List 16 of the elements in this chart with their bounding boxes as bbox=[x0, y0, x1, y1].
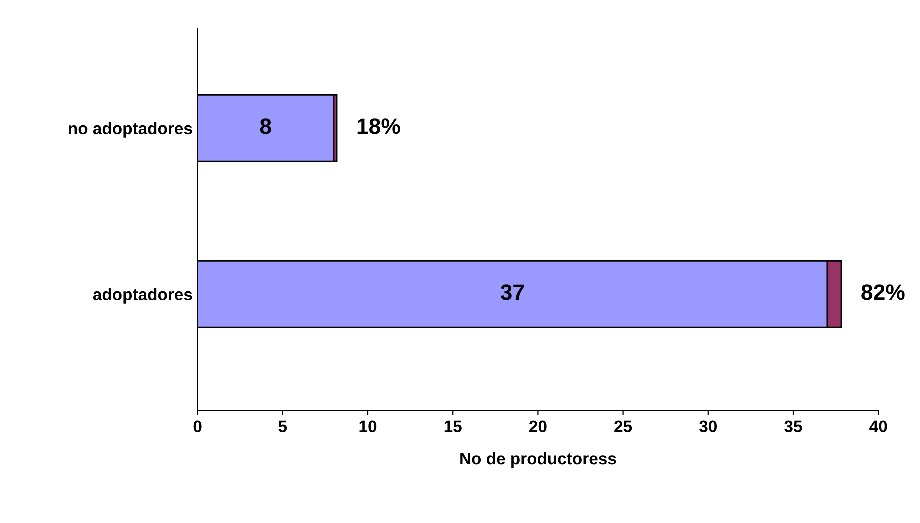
x-tick-label: 30 bbox=[700, 420, 717, 433]
data-label: 18% bbox=[358, 118, 400, 134]
data-label: 37 bbox=[500, 284, 524, 300]
x-tick-label: 15 bbox=[444, 420, 462, 433]
x-axis-title: No de productoress bbox=[460, 452, 616, 468]
x-tick-label: 5 bbox=[278, 420, 288, 433]
y-tick-label: adoptadores bbox=[93, 288, 192, 304]
x-tick-label: 35 bbox=[784, 420, 802, 433]
data-label: 82% bbox=[862, 284, 905, 300]
data-label: 8 bbox=[260, 118, 272, 134]
y-tick-label: no adoptadores bbox=[69, 122, 192, 138]
x-tick-label: 0 bbox=[194, 420, 202, 433]
x-tick-label: 20 bbox=[530, 420, 547, 433]
x-tick-label: 25 bbox=[614, 420, 632, 433]
x-tick-label: 10 bbox=[360, 420, 377, 433]
x-tick-label: 40 bbox=[870, 420, 888, 433]
